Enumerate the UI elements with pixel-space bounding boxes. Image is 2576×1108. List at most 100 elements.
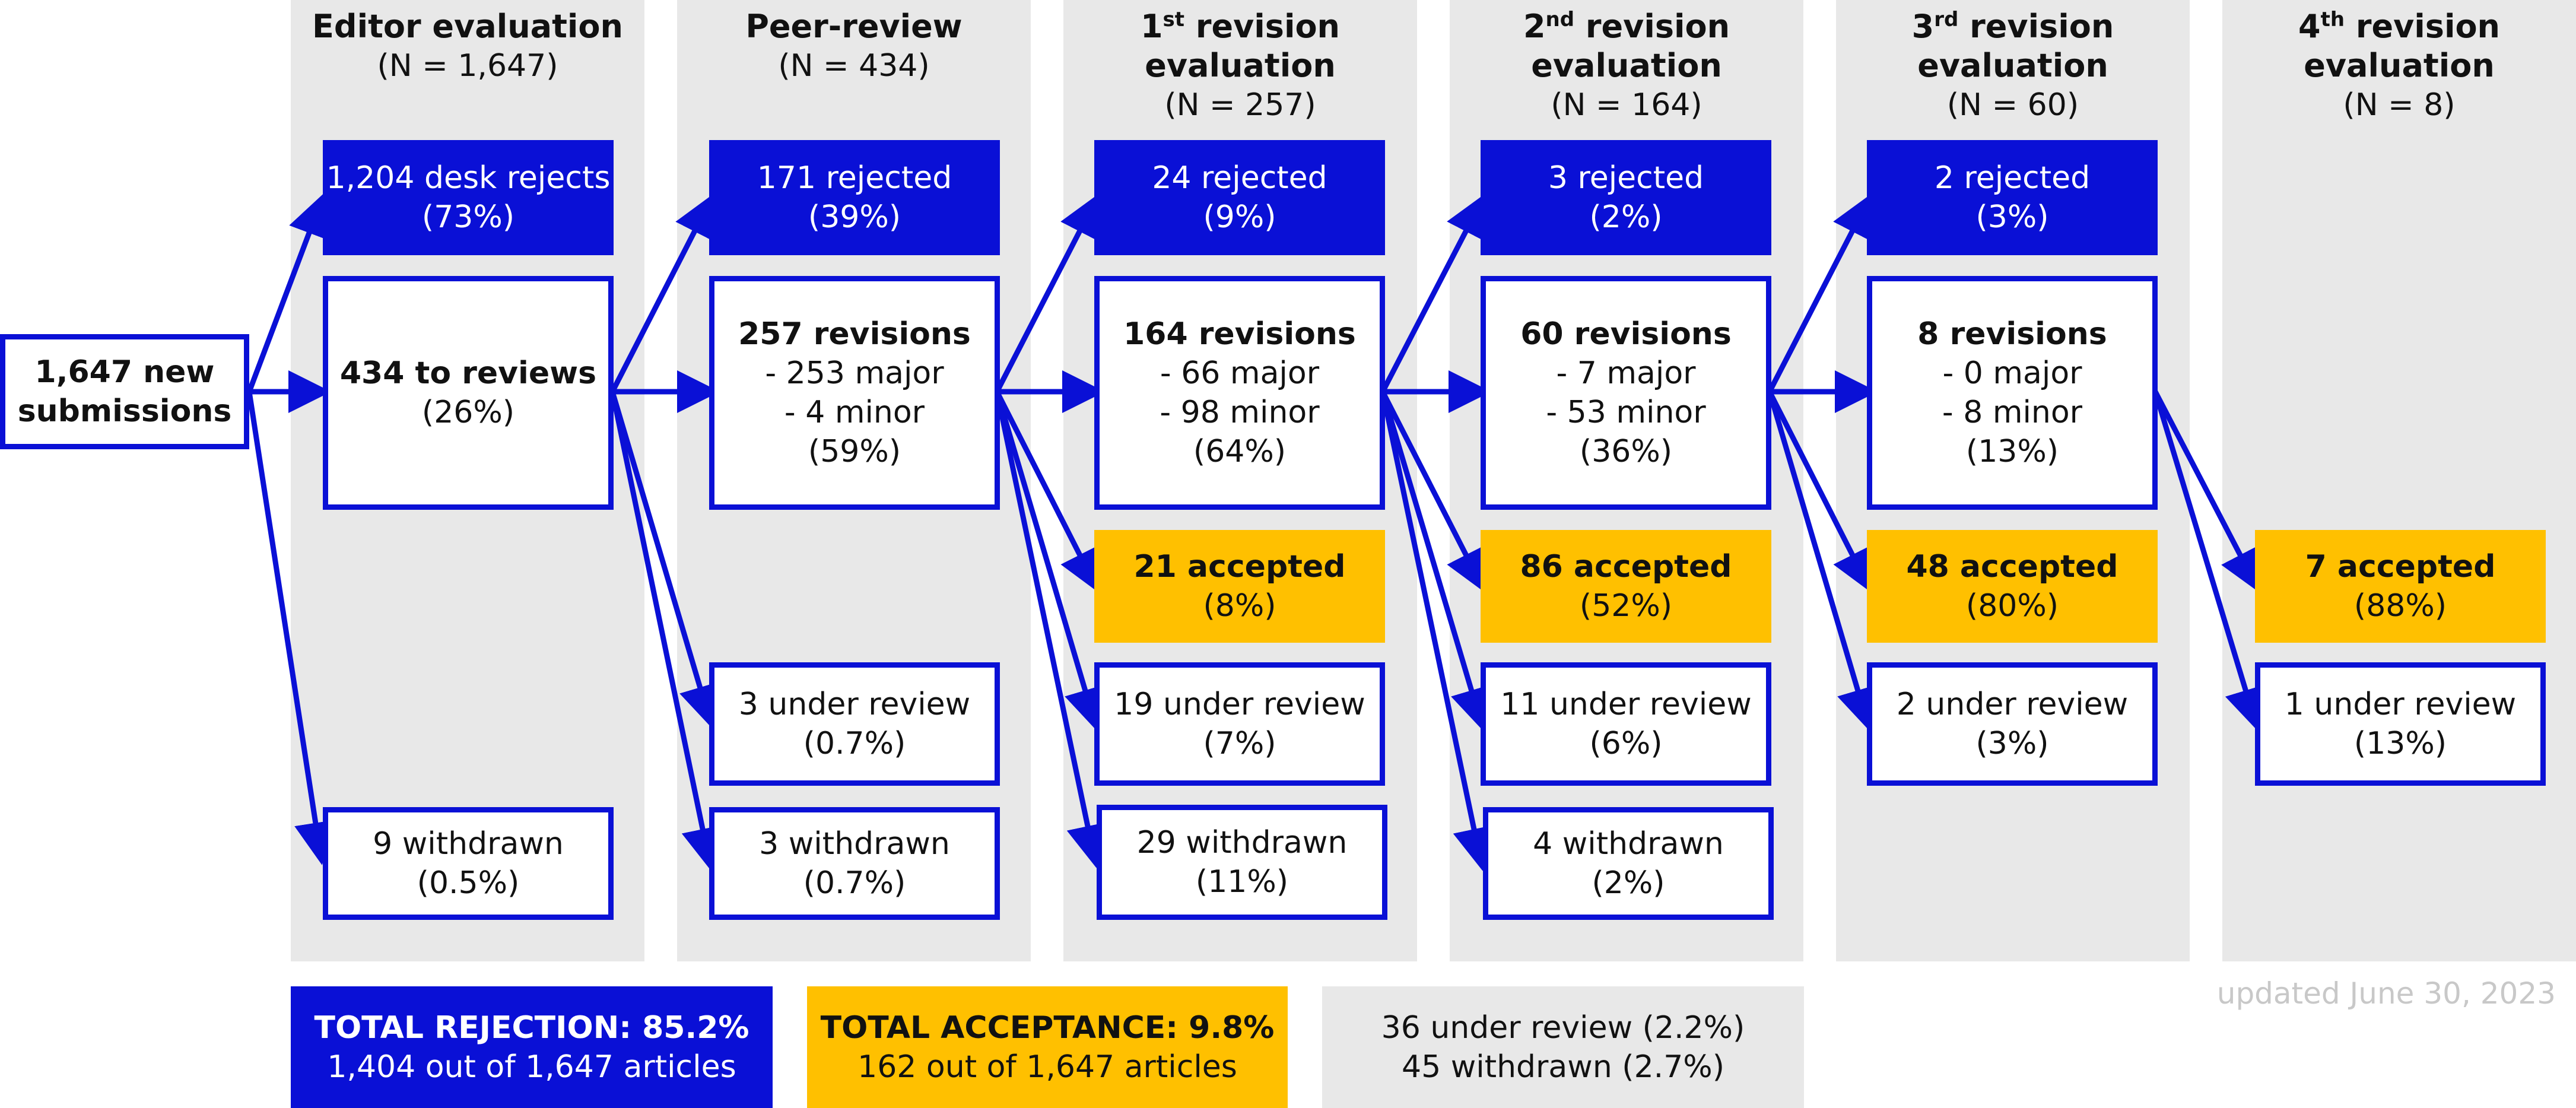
rev1-withdrawn-box: 29 withdrawn (11%): [1097, 805, 1387, 920]
box-line: - 98 minor: [1160, 395, 1320, 430]
box-line: 48 accepted: [1906, 549, 2118, 585]
column-title: 3rd revision: [1911, 8, 2114, 45]
total-other-box: 36 under review (2.2%) 45 withdrawn (2.7…: [1322, 986, 1804, 1108]
column-title-line2: evaluation: [1531, 47, 1722, 84]
rev1-revisions-box: 164 revisions - 66 major - 98 minor (64%…: [1094, 276, 1385, 510]
total-under-review: 36 under review (2.2%): [1381, 1009, 1745, 1046]
column-header-peer-review: Peer-review (N = 434): [677, 7, 1031, 85]
box-line: 164 revisions: [1123, 316, 1356, 352]
box-line: - 253 major: [765, 355, 944, 391]
box-line: (0.7%): [803, 865, 906, 901]
box-line: 8 revisions: [1917, 316, 2107, 352]
column-title-line2: evaluation: [2304, 47, 2495, 84]
rev3-revisions-box: 8 revisions - 0 major - 8 minor (13%): [1867, 276, 2158, 510]
box-line: (64%): [1193, 434, 1287, 469]
box-line: (3%): [1975, 726, 2049, 761]
arrow-reviews-to-under-review: [609, 391, 721, 729]
arrow-r2-to-rejected: [1767, 193, 1872, 393]
box-line: 1 under review: [2284, 687, 2517, 722]
arrow-reviews-to-rejected: [609, 193, 714, 393]
box-line: 86 accepted: [1520, 549, 1732, 585]
total-withdrawn: 45 withdrawn (2.7%): [1402, 1049, 1724, 1085]
box-line: (2%): [1589, 199, 1663, 235]
total-rejection-title: TOTAL REJECTION: 85.2%: [314, 1009, 749, 1046]
total-acceptance-title: TOTAL ACCEPTANCE: 9.8%: [820, 1009, 1275, 1046]
rev2-under-review-box: 11 under review (6%): [1481, 662, 1771, 786]
editor-rejected-box: 1,204 desk rejects (73%): [323, 140, 614, 255]
column-title: 1st revision: [1140, 8, 1341, 45]
box-line: 29 withdrawn: [1136, 825, 1348, 861]
box-line: 7 accepted: [2305, 549, 2496, 585]
arrow-r1-to-accepted: [1380, 390, 1486, 593]
rev3-under-review-box: 2 under review (3%): [1867, 662, 2158, 786]
rev2-revisions-box: 60 revisions - 7 major - 53 minor (36%): [1481, 276, 1771, 510]
box-line: 3 rejected: [1548, 160, 1704, 196]
box-line: (26%): [421, 395, 515, 430]
arrow-reviews-to-withdrawn: [609, 391, 724, 871]
arrow-r1-to-under-review: [1380, 391, 1492, 732]
column-count: (N = 257): [1164, 87, 1316, 123]
box-line: (13%): [1965, 434, 2059, 469]
peer-rejected-box: 171 rejected (39%): [709, 140, 1000, 255]
updated-date: updated June 30, 2023: [2216, 976, 2556, 1011]
total-rejection-detail: 1,404 out of 1,647 articles: [327, 1049, 736, 1085]
column-header-revision-4: 4th revision evaluation (N = 8): [2222, 7, 2576, 125]
box-line: 21 accepted: [1133, 549, 1346, 585]
column-title-line2: evaluation: [1917, 47, 2108, 84]
box-line: (7%): [1203, 726, 1276, 761]
editor-withdrawn-box: 9 withdrawn (0.5%): [323, 807, 614, 920]
column-count: (N = 60): [1946, 87, 2079, 123]
box-line: - 4 minor: [784, 395, 925, 430]
box-line: (0.5%): [417, 865, 520, 901]
box-line: (13%): [2353, 726, 2447, 761]
start-line1: 1,647 new: [34, 354, 215, 390]
box-line: 9 withdrawn: [373, 826, 564, 862]
total-acceptance-box: TOTAL ACCEPTANCE: 9.8% 162 out of 1,647 …: [807, 986, 1288, 1108]
box-line: (52%): [1579, 588, 1673, 624]
rev2-accepted-box: 86 accepted (52%): [1481, 530, 1771, 643]
column-header-revision-1: 1st revision evaluation (N = 257): [1063, 7, 1417, 125]
box-line: 3 withdrawn: [759, 826, 950, 862]
rev3-accepted-box: 48 accepted (80%): [1867, 530, 2158, 643]
column-count: (N = 8): [2343, 87, 2456, 123]
arrow-r3-to-under-review: [2152, 391, 2266, 732]
total-rejection-box: TOTAL REJECTION: 85.2% 1,404 out of 1,64…: [291, 986, 773, 1108]
rev3-rejected-box: 2 rejected (3%): [1867, 140, 2158, 255]
arrow-r2-to-under-review: [1767, 391, 1879, 732]
arrow-r2-to-accepted: [1767, 390, 1872, 593]
arrow-pr-to-rejected: [995, 193, 1100, 393]
column-header-revision-2: 2nd revision evaluation (N = 164): [1450, 7, 1803, 125]
editor-reviews-box: 434 to reviews (26%): [323, 276, 614, 510]
column-title: Editor evaluation: [312, 8, 623, 45]
box-line: (73%): [421, 199, 515, 235]
box-line: 60 revisions: [1520, 316, 1732, 352]
column-title: 2nd revision: [1523, 8, 1730, 45]
box-line: 24 rejected: [1152, 160, 1327, 196]
rev1-accepted-box: 21 accepted (8%): [1094, 530, 1385, 643]
column-header-editor: Editor evaluation (N = 1,647): [291, 7, 644, 85]
rev2-rejected-box: 3 rejected (2%): [1481, 140, 1771, 255]
box-line: (80%): [1965, 588, 2059, 624]
box-line: 19 under review: [1114, 687, 1365, 722]
box-line: 434 to reviews: [339, 355, 597, 391]
box-line: (36%): [1579, 434, 1673, 469]
box-line: 171 rejected: [757, 160, 952, 196]
box-line: (8%): [1203, 588, 1276, 624]
box-line: (11%): [1195, 864, 1289, 900]
arrow-r3-to-accepted: [2153, 390, 2260, 593]
box-line: 4 withdrawn: [1533, 826, 1724, 862]
arrow-start-to-rejects: [246, 193, 329, 393]
rev2-withdrawn-box: 4 withdrawn (2%): [1483, 807, 1774, 920]
box-line: (9%): [1203, 199, 1276, 235]
rev1-under-review-box: 19 under review (7%): [1094, 662, 1385, 786]
arrow-r1-to-withdrawn: [1380, 391, 1495, 871]
box-line: (0.7%): [803, 726, 906, 761]
column-title: 4th revision: [2298, 8, 2500, 45]
column-header-revision-3: 3rd revision evaluation (N = 60): [1836, 7, 2190, 125]
column-title-line2: evaluation: [1145, 47, 1336, 84]
peer-revisions-box: 257 revisions - 253 major - 4 minor (59%…: [709, 276, 1000, 510]
total-acceptance-detail: 162 out of 1,647 articles: [857, 1049, 1237, 1085]
box-line: - 66 major: [1160, 355, 1320, 391]
